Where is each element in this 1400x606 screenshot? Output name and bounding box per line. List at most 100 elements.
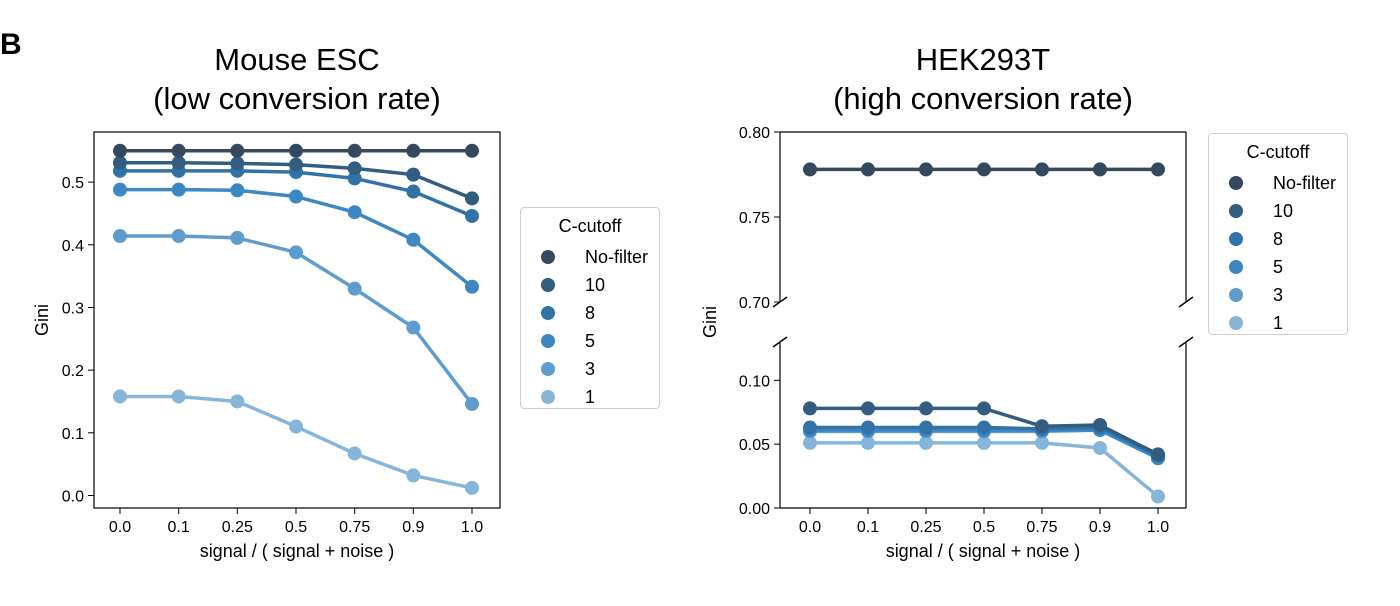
y-tick-label-upper-right: 0.80 — [739, 125, 770, 142]
legend-right-item: 5 — [1229, 254, 1283, 280]
legend-left: C-cutoff No-filter 10 8 5 3 1 — [520, 207, 660, 409]
x-tick-label-right: 0.1 — [857, 519, 879, 536]
data-point-left — [171, 229, 186, 244]
data-point-right — [919, 401, 933, 416]
data-point-right — [977, 162, 991, 177]
chart-title-right-line2: (high conversion rate) — [833, 81, 1133, 116]
chart-title-left: Mouse ESC (low conversion rate) — [94, 40, 500, 118]
legend-left-item: 10 — [541, 272, 605, 298]
data-point-left — [347, 161, 362, 176]
y-tick-label-left: 0.3 — [62, 300, 84, 317]
data-point-left — [347, 171, 362, 186]
data-point-left — [289, 143, 303, 158]
legend-right-label: 8 — [1273, 228, 1284, 249]
data-point-left — [465, 396, 479, 411]
y-tick-label-lower-right: 0.05 — [739, 437, 770, 454]
x-axis-label-right: signal / ( signal + noise ) — [886, 541, 1081, 561]
data-point-left — [113, 182, 127, 197]
data-point-right — [1035, 419, 1049, 434]
y-tick-label-upper-right: 0.75 — [739, 210, 770, 227]
data-point-right — [861, 435, 875, 450]
x-tick-label-right: 0.9 — [1089, 519, 1111, 536]
data-point-left — [230, 143, 245, 158]
data-point-left — [347, 205, 362, 220]
data-point-right — [1151, 447, 1165, 462]
data-point-left — [465, 208, 479, 223]
data-point-right — [919, 162, 933, 177]
x-tick-label-left: 0.9 — [402, 519, 424, 536]
data-point-right — [803, 162, 817, 177]
data-point-left — [230, 183, 245, 198]
legend-right-marker — [1229, 260, 1243, 274]
legend-left-label: 3 — [585, 358, 596, 379]
legend-left-label: 8 — [585, 302, 596, 323]
data-point-left — [289, 419, 303, 434]
data-point-left — [289, 157, 303, 172]
y-tick-label-left: 0.0 — [62, 488, 84, 505]
legend-right-marker — [1229, 176, 1243, 190]
data-point-right — [977, 435, 991, 450]
data-point-left — [465, 143, 479, 158]
legend-right-marker — [1229, 204, 1243, 218]
x-tick-label-left: 0.0 — [109, 519, 131, 536]
data-point-right — [1035, 162, 1049, 177]
legend-right-label: 3 — [1273, 284, 1284, 305]
axis-break-mark — [772, 336, 788, 348]
legend-right-label: 10 — [1273, 200, 1294, 221]
data-point-right — [1093, 440, 1107, 455]
y-tick-label-left: 0.2 — [62, 363, 84, 380]
legend-left-marker — [541, 390, 555, 404]
legend-left-label: 1 — [585, 386, 596, 407]
legend-left-label: No-filter — [585, 246, 649, 267]
data-point-right — [1151, 162, 1165, 177]
legend-right-label: No-filter — [1273, 172, 1337, 193]
data-point-left — [406, 167, 421, 182]
data-point-right — [803, 435, 817, 450]
data-point-right — [1151, 489, 1165, 504]
data-point-right — [977, 401, 991, 416]
data-point-left — [406, 143, 421, 158]
data-point-right — [977, 420, 991, 435]
legend-left-item: 8 — [541, 300, 595, 326]
x-tick-label-right: 0.5 — [973, 519, 995, 536]
data-point-left — [171, 389, 186, 404]
y-tick-label-lower-right: 0.00 — [739, 501, 770, 518]
legend-right-label: 5 — [1273, 256, 1284, 277]
y-tick-label-upper-right: 0.70 — [739, 295, 770, 312]
chart-title-right-line1: HEK293T — [915, 42, 1051, 77]
x-tick-label-right: 1.0 — [1147, 519, 1169, 536]
legend-left-marker — [541, 250, 555, 264]
legend-left-marker — [541, 278, 555, 292]
y-tick-label-lower-right: 0.10 — [739, 373, 770, 390]
data-point-left — [113, 155, 127, 170]
y-axis-label-left: Gini — [32, 304, 52, 336]
data-point-left — [230, 394, 245, 409]
x-tick-label-right: 0.75 — [1026, 519, 1057, 536]
series-line-left — [120, 234, 474, 406]
plot-frame-left — [93, 131, 501, 509]
legend-left-title: C-cutoff — [558, 216, 622, 236]
y-tick-label-left: 0.5 — [62, 175, 84, 192]
legend-left-marker — [541, 306, 555, 320]
legend-right-title: C-cutoff — [1246, 142, 1310, 162]
data-point-left — [171, 155, 186, 170]
data-point-left — [230, 230, 245, 245]
legend-left-label: 10 — [585, 274, 606, 295]
x-tick-label-left: 0.5 — [285, 519, 307, 536]
legend-left-label: 5 — [585, 330, 596, 351]
data-point-right — [861, 162, 875, 177]
chart-title-right: HEK293T (high conversion rate) — [780, 40, 1186, 118]
x-tick-label-left: 0.75 — [339, 519, 370, 536]
data-point-left — [465, 191, 479, 206]
x-axis-label-left: signal / ( signal + noise ) — [200, 541, 395, 561]
legend-left-marker — [541, 362, 555, 376]
data-point-left — [113, 143, 127, 158]
x-tick-label-left: 1.0 — [461, 519, 483, 536]
data-point-left — [347, 446, 362, 461]
legend-left-item: 5 — [541, 328, 595, 354]
axis-break-mark — [1178, 336, 1194, 348]
chart-title-left-line1: Mouse ESC — [214, 42, 380, 77]
y-tick-label-left: 0.1 — [62, 426, 84, 443]
chart-title-left-line2: (low conversion rate) — [153, 81, 441, 116]
